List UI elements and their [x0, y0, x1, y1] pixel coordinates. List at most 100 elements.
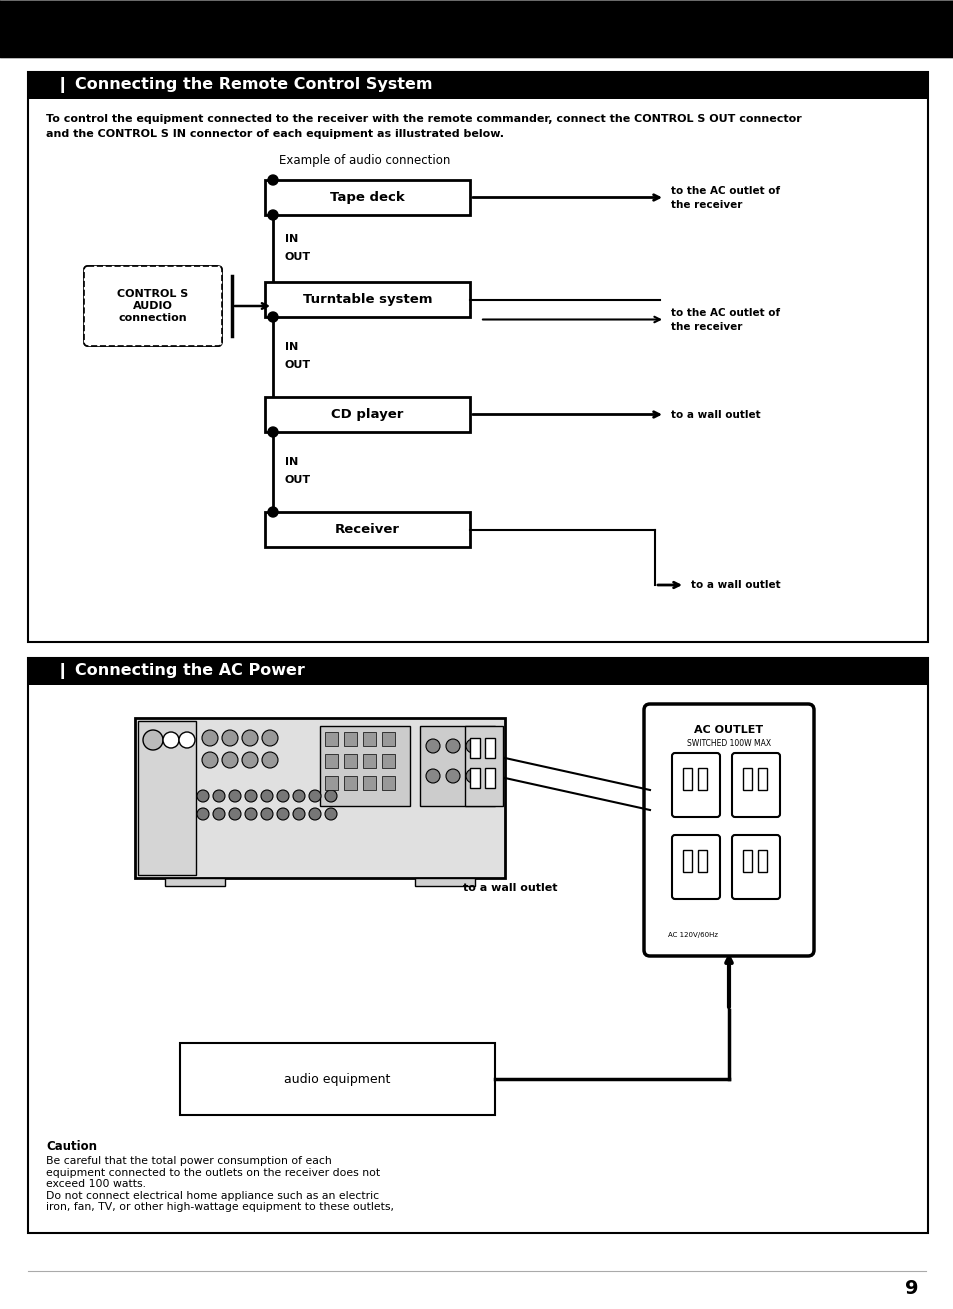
Circle shape [446, 768, 459, 783]
Circle shape [465, 740, 479, 753]
Text: IN: IN [285, 342, 298, 352]
Bar [698, 850, 706, 872]
Circle shape [276, 791, 289, 802]
Circle shape [196, 808, 209, 819]
FancyBboxPatch shape [731, 753, 780, 817]
Circle shape [222, 751, 237, 768]
Bar [470, 768, 479, 788]
Text: ❙ Connecting the Remote Control System: ❙ Connecting the Remote Control System [56, 77, 432, 93]
Bar [344, 776, 356, 791]
Bar [363, 754, 375, 768]
Text: IN: IN [285, 233, 298, 243]
Circle shape [229, 791, 241, 802]
Text: ❙ Connecting the AC Power: ❙ Connecting the AC Power [56, 662, 305, 679]
Bar [742, 850, 751, 872]
Circle shape [213, 808, 225, 819]
Text: AC 120V/60Hz: AC 120V/60Hz [667, 932, 718, 939]
Circle shape [465, 768, 479, 783]
Text: CONTROL S
AUDIO
connection: CONTROL S AUDIO connection [117, 289, 189, 322]
Circle shape [143, 730, 163, 750]
Text: SWITCHED 100W MAX: SWITCHED 100W MAX [686, 738, 770, 747]
Text: to a wall outlet: to a wall outlet [690, 580, 780, 590]
Circle shape [261, 791, 273, 802]
Circle shape [293, 791, 305, 802]
Bar [28, 658, 927, 1233]
Bar [344, 732, 356, 746]
Bar [0, 0, 953, 58]
Circle shape [309, 808, 320, 819]
Bar [135, 719, 504, 878]
Text: Be careful that the total power consumption of each
equipment connected to the o: Be careful that the total power consumpt… [46, 1156, 394, 1212]
Circle shape [163, 732, 179, 747]
Text: Turntable system: Turntable system [302, 293, 432, 306]
Bar [28, 72, 927, 641]
FancyBboxPatch shape [84, 266, 222, 346]
Bar [415, 878, 475, 886]
Circle shape [261, 808, 273, 819]
Circle shape [446, 740, 459, 753]
Circle shape [262, 730, 277, 746]
Bar [265, 397, 470, 432]
Bar [344, 754, 356, 768]
Circle shape [268, 507, 277, 517]
Circle shape [426, 768, 439, 783]
Text: Example of audio connection: Example of audio connection [279, 154, 450, 168]
Text: IN: IN [285, 457, 298, 467]
Bar [742, 768, 751, 791]
Text: Tape deck: Tape deck [330, 191, 404, 204]
Text: to a wall outlet: to a wall outlet [670, 410, 760, 419]
Circle shape [268, 427, 277, 437]
Text: the receiver: the receiver [670, 199, 741, 209]
Circle shape [262, 751, 277, 768]
Bar [265, 281, 470, 317]
Circle shape [179, 732, 194, 747]
Bar [682, 768, 691, 791]
Text: audio equipment: audio equipment [284, 1072, 391, 1085]
Bar [419, 726, 495, 806]
Circle shape [202, 751, 218, 768]
Circle shape [268, 175, 277, 185]
Circle shape [325, 808, 336, 819]
Text: OUT: OUT [285, 475, 311, 486]
Bar [265, 181, 470, 215]
Text: To control the equipment connected to the receiver with the remote commander, co: To control the equipment connected to th… [46, 114, 801, 124]
Text: to the AC outlet of: to the AC outlet of [670, 308, 780, 318]
Bar [180, 1043, 495, 1115]
Bar [325, 776, 337, 791]
Bar [28, 72, 927, 99]
Circle shape [213, 791, 225, 802]
FancyBboxPatch shape [731, 835, 780, 899]
Text: OUT: OUT [285, 360, 311, 370]
Circle shape [268, 209, 277, 220]
Bar [363, 776, 375, 791]
Bar [265, 512, 470, 547]
Circle shape [245, 791, 256, 802]
Circle shape [309, 791, 320, 802]
Text: and the CONTROL S IN connector of each equipment as illustrated below.: and the CONTROL S IN connector of each e… [46, 130, 503, 139]
Bar [758, 850, 766, 872]
Bar [325, 754, 337, 768]
Bar [682, 850, 691, 872]
Circle shape [245, 808, 256, 819]
FancyBboxPatch shape [643, 704, 813, 956]
Bar [28, 658, 927, 685]
Bar [758, 768, 766, 791]
Circle shape [268, 312, 277, 322]
Text: 9: 9 [904, 1279, 918, 1299]
Bar [319, 726, 410, 806]
Circle shape [242, 751, 257, 768]
Circle shape [229, 808, 241, 819]
Text: CD player: CD player [331, 408, 403, 421]
Bar [484, 768, 495, 788]
Text: the receiver: the receiver [670, 322, 741, 331]
Bar [138, 721, 195, 874]
Circle shape [426, 740, 439, 753]
Text: Caution: Caution [46, 1140, 97, 1153]
Bar [325, 732, 337, 746]
Text: AC OUTLET: AC OUTLET [694, 725, 762, 734]
Bar [381, 776, 395, 791]
Bar [363, 732, 375, 746]
Bar [464, 726, 502, 806]
FancyBboxPatch shape [84, 266, 222, 346]
Text: to the AC outlet of: to the AC outlet of [670, 186, 780, 195]
